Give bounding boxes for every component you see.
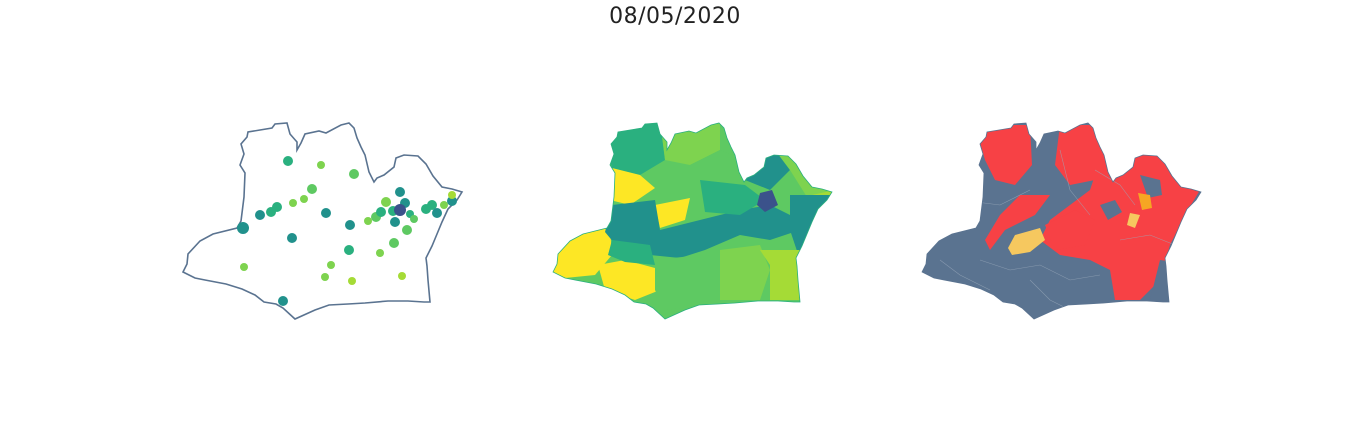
- municipality-point: [289, 199, 297, 207]
- region: [690, 150, 745, 190]
- yellow-region: [1127, 213, 1140, 228]
- region: [608, 240, 655, 265]
- municipality-point: [345, 220, 355, 230]
- municipality-point: [349, 169, 359, 179]
- municipality-point: [402, 225, 412, 235]
- choropleth-viridis-panel: [552, 122, 833, 320]
- orange-region: [1138, 193, 1152, 210]
- municipality-point: [307, 184, 317, 194]
- municipality-point: [398, 272, 406, 280]
- municipality-point: [447, 196, 457, 206]
- municipality-point: [278, 296, 288, 306]
- municipality-point: [348, 277, 356, 285]
- municipality-point: [395, 187, 405, 197]
- municipality-point: [255, 210, 265, 220]
- municipality-point: [427, 200, 437, 210]
- municipality-point: [344, 245, 354, 255]
- municipality-point: [394, 204, 406, 216]
- red-region: [975, 125, 1032, 185]
- region: [605, 200, 800, 258]
- municipality-point: [376, 207, 386, 217]
- region: [655, 198, 690, 228]
- municipality-point: [381, 197, 391, 207]
- region: [700, 180, 765, 215]
- municipality-point: [376, 249, 384, 257]
- red-region: [1045, 210, 1095, 250]
- municipality-point: [266, 207, 276, 217]
- status-choropleth-panel: [921, 122, 1202, 320]
- region: [720, 245, 770, 300]
- municipality-point: [300, 195, 308, 203]
- municipality-point: [390, 217, 400, 227]
- municipality-point: [327, 261, 335, 269]
- red-region: [1055, 125, 1108, 185]
- municipality-point: [283, 156, 293, 166]
- region: [760, 250, 800, 300]
- municipality-point: [432, 208, 442, 218]
- municipality-point: [237, 222, 249, 234]
- figure-title: 08/05/2020: [609, 4, 741, 29]
- municipality-point: [321, 208, 331, 218]
- region-darkest: [757, 190, 778, 212]
- gray-region: [1140, 175, 1162, 198]
- municipality-point: [440, 201, 448, 209]
- municipality-point: [240, 263, 248, 271]
- municipality-point: [389, 238, 399, 248]
- municipality-point: [321, 273, 329, 281]
- region: [655, 255, 720, 310]
- state-outline: [182, 122, 463, 320]
- municipality-points: [237, 156, 457, 306]
- municipality-point: [410, 215, 418, 223]
- municipality-point: [448, 191, 456, 199]
- yellow-region: [1008, 228, 1045, 255]
- municipality-point: [287, 233, 297, 243]
- red-region: [985, 195, 1050, 250]
- region: [610, 168, 655, 205]
- municipality-point: [317, 161, 325, 169]
- municipality-point: [364, 217, 372, 225]
- gray-region: [1100, 200, 1122, 220]
- points-map-panel: [182, 122, 463, 320]
